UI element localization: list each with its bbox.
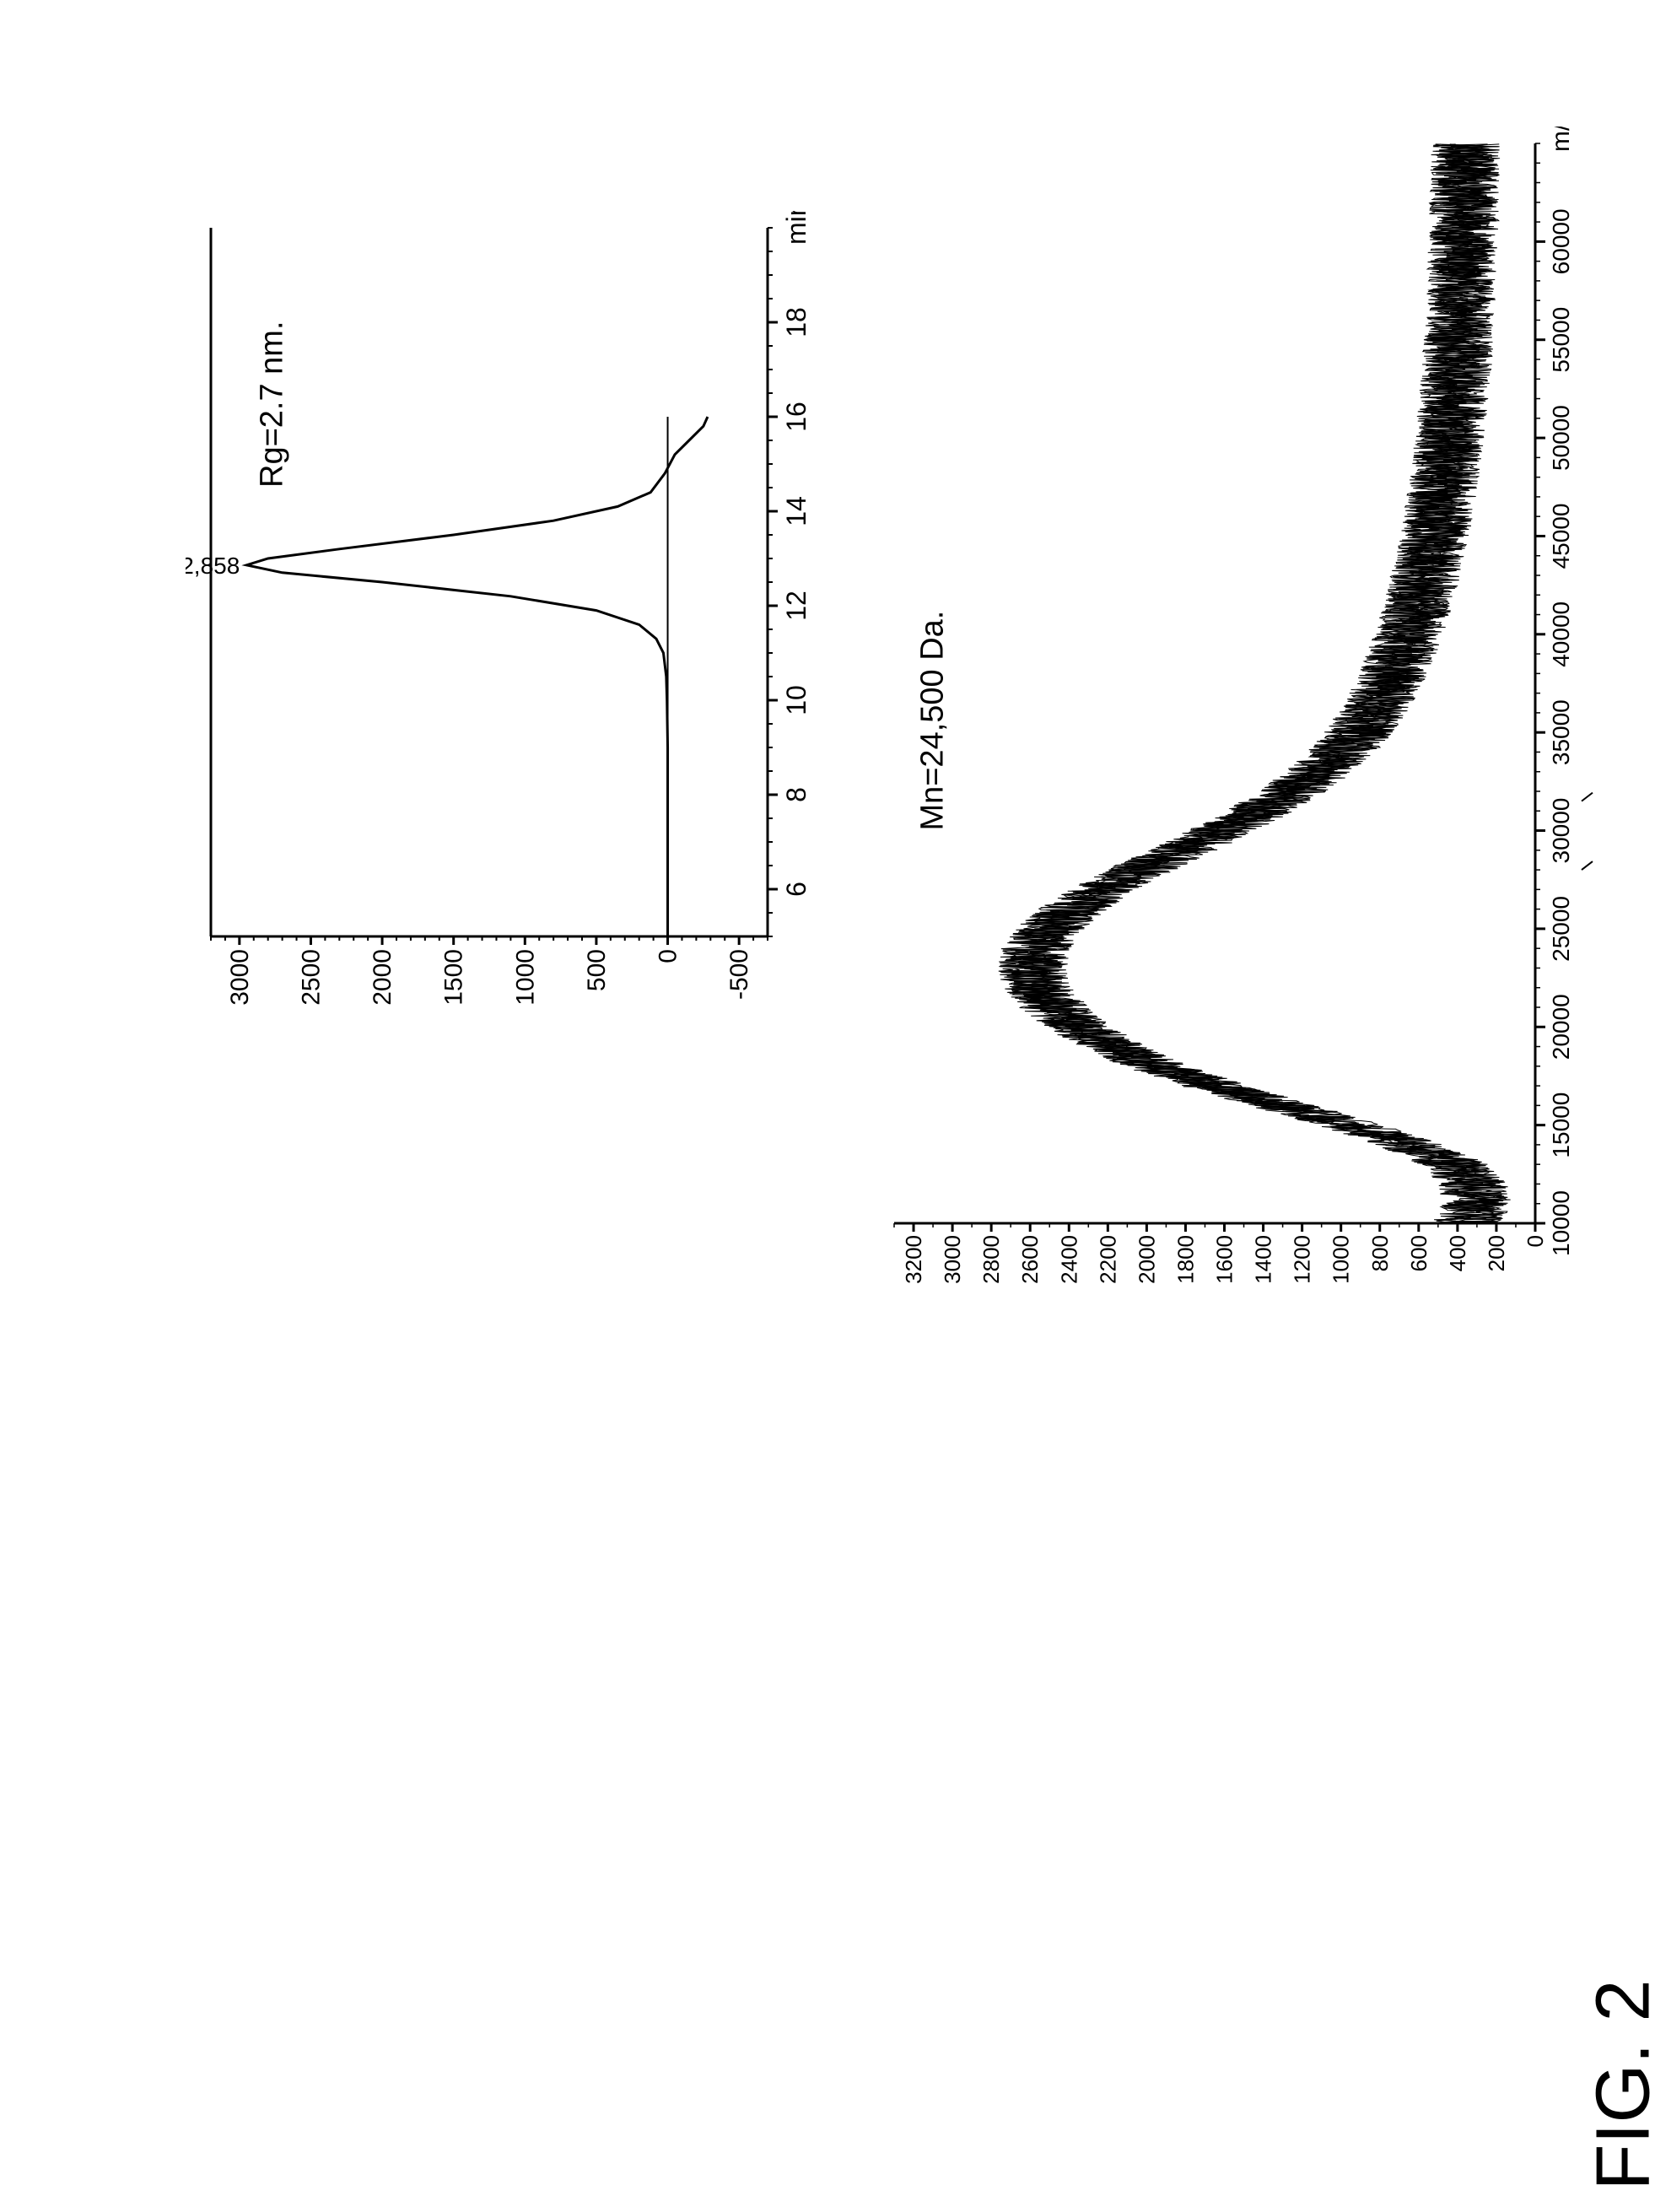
svg-text:1000: 1000 xyxy=(1329,1235,1354,1284)
svg-text:1800: 1800 xyxy=(1173,1235,1198,1284)
bottom-chart: 0 200 400 600 800 1000 1200 1400 1600 1800 2000 220… xyxy=(877,127,1603,1308)
svg-text:1500: 1500 xyxy=(440,949,468,1006)
svg-text:35000: 35000 xyxy=(1548,699,1574,765)
svg-text:10000: 10000 xyxy=(1548,1190,1574,1256)
svg-text:55000: 55000 xyxy=(1548,307,1574,373)
svg-text:min.: min. xyxy=(781,211,811,245)
svg-text:8: 8 xyxy=(781,787,811,802)
figure-label: FIG. 2 xyxy=(1581,1979,1655,2190)
svg-text:2000: 2000 xyxy=(369,949,396,1006)
svg-text:1000: 1000 xyxy=(511,949,539,1006)
svg-text:2800: 2800 xyxy=(978,1235,1004,1284)
svg-text:0: 0 xyxy=(1523,1235,1548,1247)
svg-text:10: 10 xyxy=(781,685,811,715)
figure-page: -500050010001500200025003000681012141618… xyxy=(34,34,1621,2178)
svg-text:2500: 2500 xyxy=(297,949,325,1006)
svg-text:0: 0 xyxy=(655,949,682,963)
svg-text:3000: 3000 xyxy=(226,949,254,1006)
svg-text:2600: 2600 xyxy=(1017,1235,1043,1284)
svg-text:15000: 15000 xyxy=(1548,1093,1574,1158)
svg-text:40000: 40000 xyxy=(1548,602,1574,667)
svg-text:60000: 60000 xyxy=(1548,208,1574,274)
svg-text:30000: 30000 xyxy=(1548,798,1574,864)
svg-text:3200: 3200 xyxy=(901,1235,926,1284)
svg-text:m/z: m/z xyxy=(1547,127,1575,152)
svg-text:20000: 20000 xyxy=(1548,994,1574,1060)
svg-text:14: 14 xyxy=(781,496,811,526)
svg-text:2200: 2200 xyxy=(1095,1235,1120,1284)
svg-text:800: 800 xyxy=(1367,1235,1393,1271)
svg-text:Mn=24,500 Da.: Mn=24,500 Da. xyxy=(915,611,951,831)
svg-text:25000: 25000 xyxy=(1548,896,1574,962)
svg-text:2000: 2000 xyxy=(1134,1235,1159,1284)
svg-text:2400: 2400 xyxy=(1056,1235,1081,1284)
svg-text:1400: 1400 xyxy=(1251,1235,1276,1284)
svg-text:45000: 45000 xyxy=(1548,504,1574,569)
svg-text:400: 400 xyxy=(1445,1235,1470,1271)
svg-text:1600: 1600 xyxy=(1212,1235,1237,1284)
svg-text:12: 12 xyxy=(781,591,811,621)
svg-text:600: 600 xyxy=(1406,1235,1431,1271)
svg-text:200: 200 xyxy=(1484,1235,1509,1271)
chart-svg: -500 0 500 1000 1500 2000 2500 3000 6 8 10 12 14 16 18… xyxy=(186,211,827,1012)
svg-text:-500: -500 xyxy=(725,949,753,1000)
svg-text:6: 6 xyxy=(781,882,811,897)
svg-text:16: 16 xyxy=(781,402,811,432)
svg-text:3000: 3000 xyxy=(940,1235,965,1284)
svg-text:Rg=2.7 nm.: Rg=2.7 nm. xyxy=(255,321,290,488)
chart-svg: 0 200 400 600 800 1000 1200 1400 1600 1800 2000 220… xyxy=(877,127,1603,1308)
svg-text:12,858: 12,858 xyxy=(186,553,240,579)
svg-text:18: 18 xyxy=(781,307,811,337)
svg-text:50000: 50000 xyxy=(1548,405,1574,471)
top-chart: -500 0 500 1000 1500 2000 2500 3000 6 8 10 12 14 16 18… xyxy=(186,211,827,1012)
svg-text:1200: 1200 xyxy=(1290,1235,1315,1284)
svg-text:500: 500 xyxy=(583,949,611,991)
